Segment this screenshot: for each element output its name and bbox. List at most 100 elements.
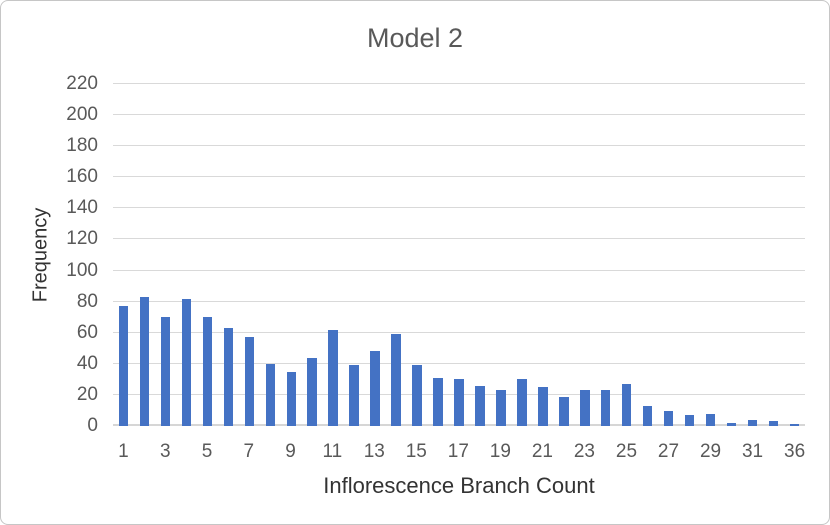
bar-8 (265, 363, 275, 426)
x-tick-label: 1 (118, 441, 129, 462)
bar-slot (281, 84, 302, 426)
x-tick-label: 21 (531, 441, 553, 462)
bar-slot (428, 84, 449, 426)
bar-23 (580, 390, 590, 426)
bar-slot (407, 84, 428, 426)
gridline (113, 238, 805, 240)
bar-17 (454, 379, 464, 426)
x-tick-label (217, 441, 238, 463)
bar-4 (181, 298, 192, 426)
x-tick-label (469, 441, 490, 463)
x-tick-label: 36 (784, 441, 806, 462)
bar-5 (202, 317, 213, 426)
gridline (113, 362, 805, 364)
y-tick-label: 160 (66, 166, 98, 188)
gridline (113, 207, 805, 209)
bar-27 (663, 410, 674, 426)
bar-7 (244, 337, 254, 426)
chart-title: Model 2 (366, 23, 464, 53)
x-tick-label: 27 (657, 441, 680, 462)
bar-32 (768, 421, 779, 426)
x-tick-label: 17 (447, 441, 469, 462)
bar-slot (511, 84, 532, 426)
bar-slot (700, 84, 721, 426)
bar-25 (622, 384, 632, 426)
gridline (113, 176, 805, 178)
bar-slot (302, 84, 323, 426)
x-tick-label: 13 (363, 441, 385, 462)
bar-31 (747, 419, 758, 426)
bar-6 (223, 328, 234, 426)
bar-18 (475, 385, 485, 426)
gridline (113, 83, 805, 84)
x-tick-label (721, 441, 742, 463)
bar-slot (323, 84, 344, 426)
bar-slot (784, 84, 805, 426)
x-tick-label (176, 441, 197, 463)
x-tick-label (301, 441, 322, 463)
bar-36 (789, 424, 800, 426)
bar-slot (176, 84, 197, 426)
x-tick-label (385, 441, 406, 463)
bar-11 (328, 329, 338, 426)
x-tick-label (511, 441, 532, 463)
y-tick-label: 80 (76, 290, 98, 312)
y-tick-label: 220 (66, 73, 98, 94)
x-tick-label: 7 (243, 441, 255, 462)
bar-20 (517, 379, 527, 426)
x-tick-label: 3 (159, 441, 171, 462)
bar-slot (365, 84, 386, 426)
gridline (113, 269, 805, 271)
bar-26 (642, 405, 653, 426)
bar-slot (721, 84, 742, 426)
bar-2 (139, 297, 150, 426)
x-tick-label: 19 (489, 441, 511, 462)
y-tick-label: 140 (66, 197, 98, 219)
x-tick-label: 11 (322, 441, 343, 462)
x-tick-label (679, 441, 700, 463)
bar-slot (113, 84, 134, 426)
x-tick-label (595, 441, 616, 463)
x-tick-label (343, 441, 364, 463)
x-axis-title: Inflorescence Branch Count (323, 473, 595, 498)
bar-slot (490, 84, 511, 426)
bar-21 (538, 387, 548, 426)
bar-slot (218, 84, 239, 426)
bar-19 (496, 390, 506, 426)
x-tick-label: 5 (201, 441, 213, 462)
x-tick-label: 23 (573, 441, 595, 462)
bar-9 (286, 371, 296, 426)
y-tick-label: 20 (76, 383, 98, 405)
bar-slot (469, 84, 490, 426)
bar-1 (118, 306, 129, 426)
bar-slot (197, 84, 218, 426)
x-tick-label: 25 (615, 441, 638, 462)
y-tick-label: 200 (66, 104, 98, 126)
x-tick-label (259, 441, 280, 463)
x-tick-label: 9 (285, 441, 296, 462)
y-tick-label: 120 (66, 228, 98, 250)
bar-3 (160, 317, 171, 426)
bar-slot (763, 84, 784, 426)
bar-14 (391, 334, 401, 426)
x-tick-label: 29 (699, 441, 722, 462)
gridline (113, 300, 805, 302)
bar-22 (559, 396, 569, 426)
x-tick-label: 15 (405, 441, 427, 462)
bar-slot (155, 84, 176, 426)
bar-slot (239, 84, 260, 426)
bar-slot (449, 84, 470, 426)
bar-slot (553, 84, 574, 426)
bar-slot (260, 84, 281, 426)
x-tick-label (637, 441, 658, 463)
bar-slot (574, 84, 595, 426)
bar-slot (532, 84, 553, 426)
x-tick-label (427, 441, 448, 463)
bar-slot (658, 84, 679, 426)
gridline (113, 331, 805, 333)
plot-area (113, 83, 805, 426)
y-tick-label: 0 (87, 415, 98, 436)
y-tick-label: 60 (76, 321, 98, 343)
bar-slot (637, 84, 658, 426)
